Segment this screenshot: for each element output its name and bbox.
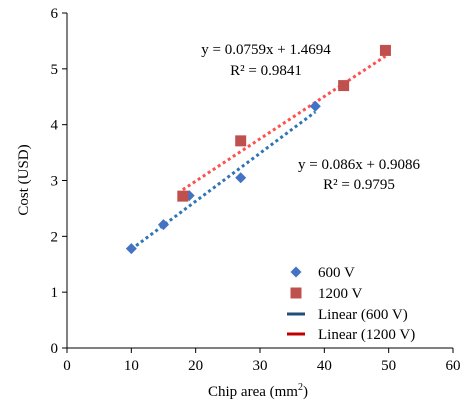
x-tick-label: 0: [63, 358, 71, 374]
y-tick-label: 2: [51, 229, 59, 245]
y-tick-label: 0: [51, 341, 59, 357]
equation-600v: y = 0.086x + 0.9086: [298, 157, 420, 173]
y-tick-label: 6: [51, 6, 59, 22]
legend: 600 V 1200 V Linear (600 V) Linear (1200 V): [287, 265, 415, 343]
x-tick-label: 10: [124, 358, 139, 374]
legend-marker-1200v: [290, 287, 302, 299]
data-point-600v: [235, 172, 247, 184]
y-tick-label: 3: [51, 174, 59, 190]
x-axis-title-superscript: 2: [298, 382, 303, 393]
trendline-600v: [130, 110, 317, 251]
legend-label-linear-600v: Linear (600 V): [318, 307, 408, 323]
data-point-600v: [125, 243, 137, 255]
x-tick-label: 50: [381, 358, 396, 374]
legend-label-linear-1200v: Linear (1200 V): [318, 327, 415, 343]
data-point-1200v: [338, 80, 350, 92]
x-tick-label: 30: [253, 358, 268, 374]
x-axis-title: Chip area (mm2): [208, 382, 308, 400]
data-point-1200v: [235, 135, 247, 147]
r-squared-1200v: R² = 0.9841: [230, 63, 302, 79]
x-axis-title-suffix: ): [303, 384, 308, 400]
data-point-1200v: [177, 190, 189, 202]
data-point-1200v: [379, 44, 391, 56]
legend-label-600v: 600 V: [318, 265, 355, 281]
trendline-1200v: [181, 54, 387, 191]
x-tick-label: 40: [317, 358, 332, 374]
x-tick-label: 20: [188, 358, 203, 374]
data-point-600v: [309, 100, 321, 112]
x-axis-title-main: Chip area (mm: [208, 384, 298, 400]
data-point-600v: [158, 219, 169, 231]
legend-label-1200v: 1200 V: [318, 286, 362, 302]
trendline-equations: y = 0.0759x + 1.4694 R² = 0.9841 y = 0.0…: [201, 42, 420, 193]
legend-marker-600v: [290, 266, 302, 278]
y-tick-label: 5: [51, 62, 59, 78]
equation-1200v: y = 0.0759x + 1.4694: [201, 42, 331, 58]
y-axis-title: Cost (USD): [16, 144, 32, 215]
data-points: [125, 44, 391, 255]
r-squared-600v: R² = 0.9795: [323, 177, 395, 193]
y-tick-label: 1: [51, 285, 59, 301]
x-tick-label: 60: [446, 358, 461, 374]
y-tick-label: 4: [51, 118, 59, 134]
